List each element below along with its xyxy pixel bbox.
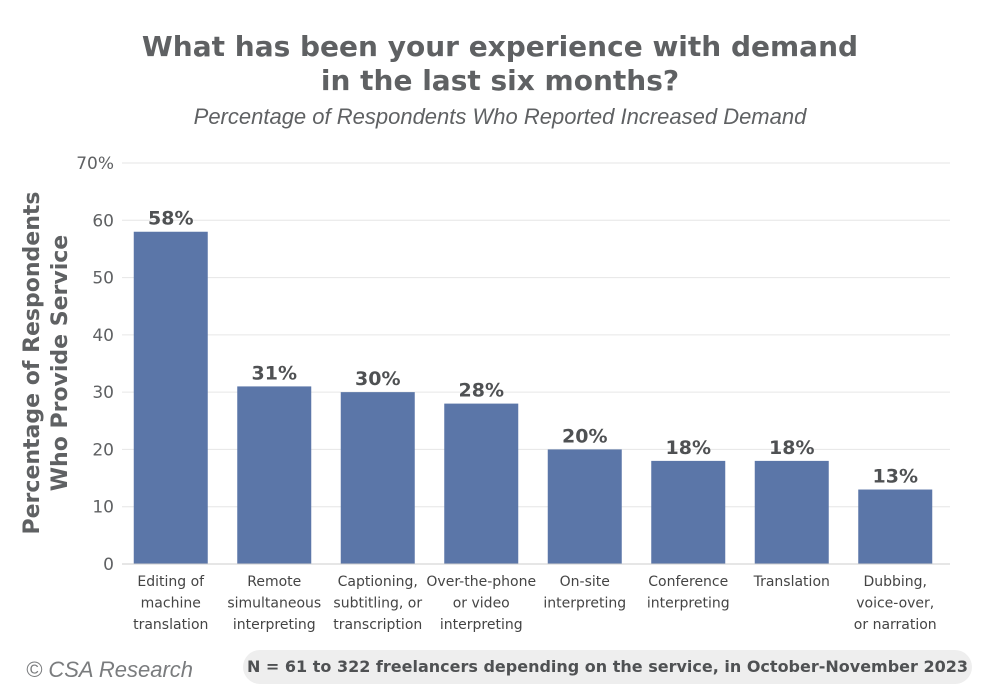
category-label: On-site interpreting xyxy=(543,574,626,612)
y-axis-label-line-1: Percentage of Respondents xyxy=(20,192,45,535)
bar xyxy=(237,386,312,564)
category-label: Translation xyxy=(753,574,830,590)
category-labels: Editing of machine translation Remote simult… xyxy=(133,574,937,633)
chart-title-line-2: in the last six months? xyxy=(320,64,680,97)
bars xyxy=(133,231,933,564)
data-label: 58% xyxy=(148,208,193,230)
bar xyxy=(651,460,726,564)
y-tick-label: 70% xyxy=(76,154,114,174)
sample-size-note: N = 61 to 322 freelancers depending on t… xyxy=(243,650,972,684)
chart-title-line-1: What has been your experience with deman… xyxy=(141,30,859,63)
bar xyxy=(133,231,208,564)
bar xyxy=(340,392,415,564)
data-label: 20% xyxy=(562,425,607,447)
copyright-text: © CSA Research xyxy=(26,657,194,682)
category-label: Remote simultaneous interpreting xyxy=(227,574,321,633)
chart-subtitle: Percentage of Respondents Who Reported I… xyxy=(193,104,807,129)
category-label: Captioning, subtitling, or transcription xyxy=(333,574,422,633)
data-label: 31% xyxy=(252,362,297,384)
y-tick-label: 20 xyxy=(92,440,114,460)
data-labels: 58% 31% 30% 28% 20% 18% 18% 13% xyxy=(148,208,918,488)
y-tick-label: 30 xyxy=(92,383,114,403)
y-tick-label: 60 xyxy=(92,211,114,231)
bar xyxy=(754,460,829,564)
y-tick-label: 0 xyxy=(103,555,114,575)
y-tick-label: 50 xyxy=(92,269,114,289)
category-label: Dubbing, voice-over, or narration xyxy=(854,574,937,633)
data-label: 18% xyxy=(666,437,711,459)
y-tick-labels: 0 10 20 30 40 50 60 70% xyxy=(76,154,114,575)
data-label: 13% xyxy=(873,466,918,488)
data-label: 30% xyxy=(355,368,400,390)
bar xyxy=(444,403,519,564)
category-label: Editing of machine translation xyxy=(133,574,208,633)
y-tick-label: 40 xyxy=(92,326,114,346)
y-axis-label-line-2: Who Provide Service xyxy=(48,235,73,491)
data-label: 28% xyxy=(459,380,504,402)
data-label: 18% xyxy=(769,437,814,459)
bar xyxy=(547,449,622,564)
category-label: Conference interpreting xyxy=(647,574,730,612)
y-tick-label: 10 xyxy=(92,498,114,518)
bar xyxy=(858,489,933,564)
category-label: Over-the-phone or video interpreting xyxy=(426,574,536,633)
